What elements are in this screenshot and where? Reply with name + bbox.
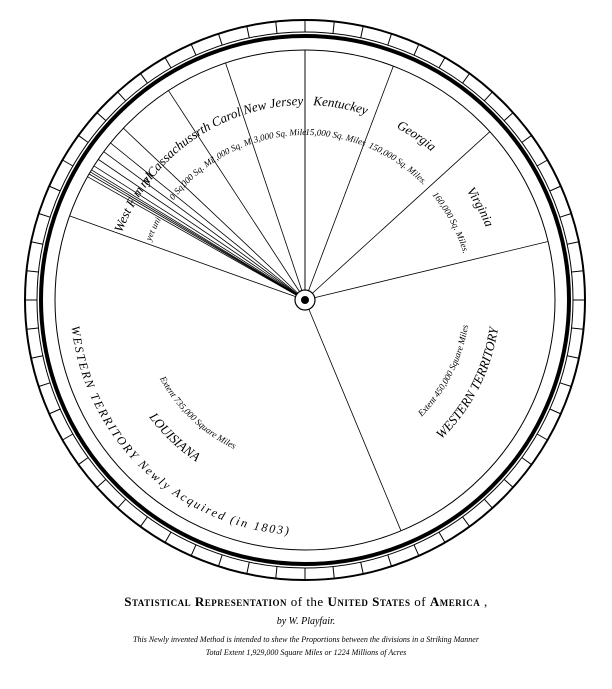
slice-label: Virginia — [464, 184, 497, 229]
pie-chart-svg: Kentuckey115,000 Sq. Miles.Georgia150,00… — [15, 10, 595, 590]
chart-title: Statistical Representation of the United… — [0, 594, 612, 610]
chart-byline: by W. Playfair. — [0, 616, 612, 627]
slice-label: East & West Florida. — [15, 10, 140, 234]
slice-label: Kentuckey — [312, 93, 370, 118]
slice-outer-label: WESTERN TERRITORY Newly Acquired (in 180… — [68, 325, 291, 538]
chart-subtitle-2: Total Extent 1,929,000 Square Miles or 1… — [0, 648, 612, 657]
slice-label: North Carolina — [15, 10, 243, 139]
chart-subtitle-1: This Newly invented Method is intended t… — [0, 635, 612, 644]
page-root: Kentuckey115,000 Sq. Miles.Georgia150,00… — [0, 0, 612, 689]
title-mid: of the — [291, 594, 328, 609]
pie-chart: Kentuckey115,000 Sq. Miles.Georgia150,00… — [15, 10, 595, 590]
slice-sublabel: 160,000 Sq. Miles. — [431, 190, 472, 255]
slice-label: Massachussets. — [15, 10, 200, 168]
slice-label: South Carolina. — [15, 10, 165, 180]
title-mid2: of — [414, 594, 430, 609]
slice-sublabel: not yet united — [15, 10, 163, 244]
slice-sublabel: 75,000 Sq. Miles. — [15, 10, 216, 189]
title-suffix: , — [484, 594, 488, 609]
title-emph2: America — [430, 594, 480, 609]
slice-sublabel: 150,000 Sq. Miles. — [367, 140, 429, 186]
title-prefix: Statistical Representation — [124, 594, 287, 609]
slice-label: New Jersey — [240, 93, 303, 118]
slice-label: Georgia — [395, 117, 440, 154]
title-emph1: United States — [327, 594, 410, 609]
captions: Statistical Representation of the United… — [0, 588, 612, 657]
